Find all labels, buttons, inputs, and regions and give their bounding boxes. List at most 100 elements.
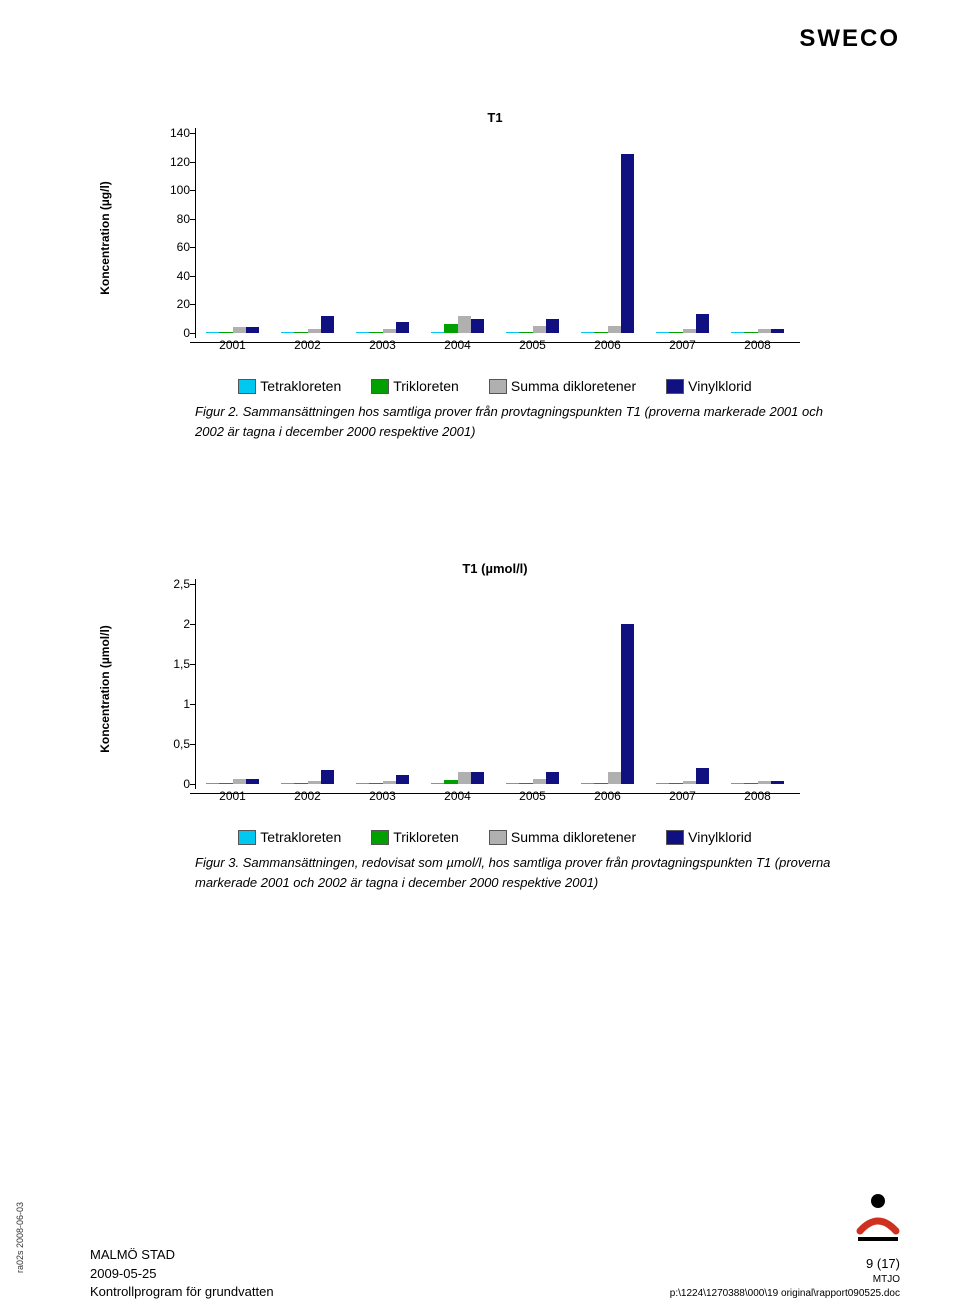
chart-bar bbox=[431, 783, 444, 784]
legend-label: Vinylklorid bbox=[688, 829, 752, 845]
chart-bar bbox=[581, 783, 594, 784]
chart-bar bbox=[396, 322, 409, 333]
chart-bar bbox=[533, 326, 546, 333]
chart1-caption: Figur 2. Sammansättningen hos samtliga p… bbox=[195, 402, 835, 441]
chart-bar bbox=[431, 332, 444, 333]
chart-bar bbox=[608, 326, 621, 333]
chart-bar bbox=[744, 332, 757, 333]
chart-bar bbox=[219, 783, 232, 784]
footer: MALMÖ STAD 2009-05-25 Kontrollprogram fö… bbox=[90, 1246, 900, 1301]
chart2-plot: 00,511,522,5 200120022003200420052006200… bbox=[195, 584, 835, 794]
x-tick-label: 2006 bbox=[594, 789, 621, 803]
x-tick-label: 2001 bbox=[219, 789, 246, 803]
legend-item: Summa dikloretener bbox=[489, 378, 636, 394]
chart-bar bbox=[533, 779, 546, 784]
chart2-legend: Tetrakloreten Trikloreten Summa dikloreten… bbox=[135, 829, 855, 845]
y-tick-label: 40 bbox=[145, 270, 190, 282]
y-tick-label: 60 bbox=[145, 241, 190, 253]
x-tick-label: 2003 bbox=[369, 338, 396, 352]
x-tick-label: 2008 bbox=[744, 338, 771, 352]
legend-swatch bbox=[666, 379, 684, 394]
chart-bar bbox=[771, 329, 784, 333]
chart-bar bbox=[656, 783, 669, 784]
chart-bar bbox=[321, 316, 334, 333]
footer-date: 2009-05-25 bbox=[90, 1265, 274, 1283]
chart-bar bbox=[506, 332, 519, 333]
y-tick-label: 0 bbox=[145, 778, 190, 790]
chart-bar bbox=[546, 772, 559, 784]
legend-label: Tetrakloreten bbox=[260, 378, 341, 394]
footer-right: 9 (17) MTJO p:\1224\1270388\000\19 origi… bbox=[670, 1255, 900, 1301]
chart-bar bbox=[683, 329, 696, 333]
y-tick-label: 140 bbox=[145, 127, 190, 139]
chart-bar bbox=[669, 783, 682, 784]
footer-org: MALMÖ STAD bbox=[90, 1246, 274, 1264]
chart-bar bbox=[519, 783, 532, 784]
footer-page: 9 (17) bbox=[670, 1255, 900, 1273]
chart-bar bbox=[546, 319, 559, 333]
x-tick-label: 2003 bbox=[369, 789, 396, 803]
chart-bar bbox=[383, 781, 396, 784]
legend-item: Trikloreten bbox=[371, 378, 459, 394]
y-tick-label: 100 bbox=[145, 184, 190, 196]
chart-bar bbox=[594, 332, 607, 333]
y-tick-label: 1 bbox=[145, 698, 190, 710]
chart-bar bbox=[696, 314, 709, 333]
chart-bar bbox=[369, 332, 382, 333]
chart-bar bbox=[356, 332, 369, 333]
x-tick-label: 2002 bbox=[294, 789, 321, 803]
chart-bar bbox=[356, 783, 369, 784]
legend-label: Vinylklorid bbox=[688, 378, 752, 394]
legend-item: Vinylklorid bbox=[666, 378, 752, 394]
header-logo: SWECO bbox=[799, 25, 900, 53]
chart-bar bbox=[608, 772, 621, 784]
chart2-title: T1 (µmol/l) bbox=[135, 561, 855, 576]
chart-bar bbox=[281, 783, 294, 784]
chart-bar bbox=[246, 327, 259, 333]
y-tick-label: 0 bbox=[145, 327, 190, 339]
x-tick-label: 2008 bbox=[744, 789, 771, 803]
footer-code: MTJO bbox=[670, 1273, 900, 1287]
chart-bar bbox=[294, 332, 307, 333]
chart1-legend: Tetrakloreten Trikloreten Summa dikloreten… bbox=[135, 378, 855, 394]
y-tick-label: 1,5 bbox=[145, 658, 190, 670]
legend-item: Trikloreten bbox=[371, 829, 459, 845]
chart-bar bbox=[458, 772, 471, 784]
chart-bar bbox=[233, 779, 246, 784]
legend-label: Tetrakloreten bbox=[260, 829, 341, 845]
legend-label: Trikloreten bbox=[393, 378, 459, 394]
y-tick-label: 2,5 bbox=[145, 578, 190, 590]
y-tick-label: 0,5 bbox=[145, 738, 190, 750]
chart-bar bbox=[683, 781, 696, 784]
chart-bar bbox=[458, 316, 471, 333]
chart-bar bbox=[308, 329, 321, 333]
legend-swatch bbox=[489, 830, 507, 845]
x-tick-label: 2007 bbox=[669, 338, 696, 352]
legend-label: Trikloreten bbox=[393, 829, 459, 845]
chart-bar bbox=[206, 783, 219, 784]
chart-bar bbox=[771, 781, 784, 784]
legend-item: Vinylklorid bbox=[666, 829, 752, 845]
footer-left: MALMÖ STAD 2009-05-25 Kontrollprogram fö… bbox=[90, 1246, 274, 1301]
chart1-section: T1 Koncentration (µg/l) 0204060801001201… bbox=[135, 110, 855, 441]
chart-bar bbox=[696, 768, 709, 784]
x-tick-label: 2004 bbox=[444, 338, 471, 352]
chart-bar bbox=[471, 772, 484, 784]
footer-logo-icon bbox=[856, 1191, 900, 1241]
chart2-section: T1 (µmol/l) Koncentration (µmol/l) 00,51… bbox=[135, 561, 855, 892]
chart-bar bbox=[396, 775, 409, 784]
chart1-title: T1 bbox=[135, 110, 855, 125]
chart-bar bbox=[758, 329, 771, 333]
chart-bar bbox=[758, 781, 771, 784]
chart-bar bbox=[621, 624, 634, 784]
legend-swatch bbox=[238, 379, 256, 394]
chart2-caption: Figur 3. Sammansättningen, redovisat som… bbox=[195, 853, 835, 892]
chart-bar bbox=[308, 781, 321, 784]
legend-item: Summa dikloretener bbox=[489, 829, 636, 845]
chart-bar bbox=[594, 783, 607, 784]
chart2-ylabel: Koncentration (µmol/l) bbox=[98, 625, 112, 753]
x-tick-label: 2007 bbox=[669, 789, 696, 803]
chart-bar bbox=[519, 332, 532, 333]
chart-bar bbox=[321, 770, 334, 784]
chart-bar bbox=[656, 332, 669, 333]
